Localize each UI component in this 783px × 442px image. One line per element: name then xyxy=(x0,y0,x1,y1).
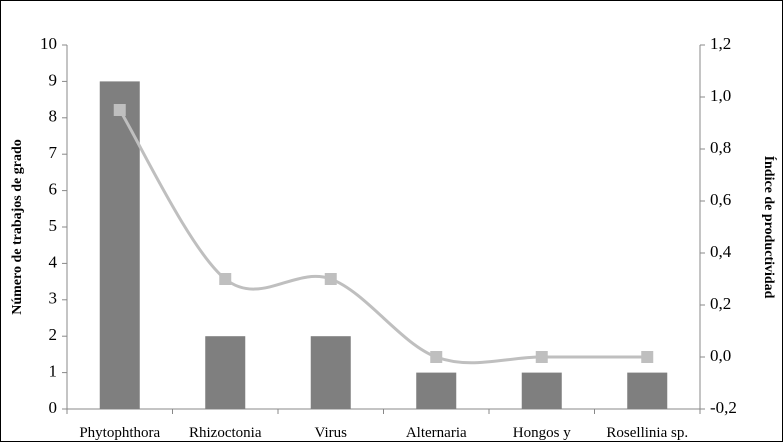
y-tick-label: 5 xyxy=(49,216,58,235)
line-marker xyxy=(430,351,443,363)
bar xyxy=(627,372,668,409)
y2-tick-label: 0,4 xyxy=(710,242,732,261)
y-tick-label: 6 xyxy=(49,180,58,199)
y2-tick-label: 0,0 xyxy=(710,346,731,365)
y-tick-label: 4 xyxy=(49,252,58,271)
x-tick-label: Hongos y bacterias xyxy=(512,425,571,442)
y-tick-label: 10 xyxy=(40,34,57,53)
y2-tick-label: 0,8 xyxy=(710,138,731,157)
y-tick-label: 2 xyxy=(49,325,58,344)
x-tick-label: Rosellinia sp. xyxy=(606,425,689,441)
y-axis-label: Número de trabajos de grado xyxy=(10,139,25,315)
bar xyxy=(310,336,351,409)
bar xyxy=(99,81,140,410)
y-tick-label: 0 xyxy=(49,398,58,417)
x-tick-label: Virus xyxy=(314,425,347,441)
y2-tick-label: 0,6 xyxy=(710,190,731,209)
line xyxy=(118,109,648,365)
y-tick-label: 1 xyxy=(49,362,58,381)
line-marker xyxy=(219,273,232,285)
line-marker xyxy=(324,273,337,285)
x-tick-label: Phytophthora infestans xyxy=(79,425,161,442)
line-marker xyxy=(641,351,654,363)
y-tick-label: 8 xyxy=(49,107,58,126)
y-tick-label: 9 xyxy=(49,70,58,89)
y2-tick-label: 1,2 xyxy=(710,34,731,53)
y2-tick-label: 1,0 xyxy=(710,86,731,105)
bar xyxy=(521,372,562,409)
line-marker xyxy=(113,104,126,116)
line-marker xyxy=(535,351,548,363)
y2-tick-label: 0,2 xyxy=(710,294,731,313)
x-tick-label: Alternaria solani xyxy=(405,425,467,442)
x-tick-label: Rhizoctonia Solani xyxy=(189,425,262,442)
y-tick-label: 7 xyxy=(49,143,58,162)
y2-axis-label: Índice de productividad xyxy=(761,156,778,299)
bar xyxy=(205,336,246,409)
y2-tick-label: -0,2 xyxy=(710,398,737,417)
y-tick-label: 3 xyxy=(49,289,58,308)
bar xyxy=(416,372,457,409)
